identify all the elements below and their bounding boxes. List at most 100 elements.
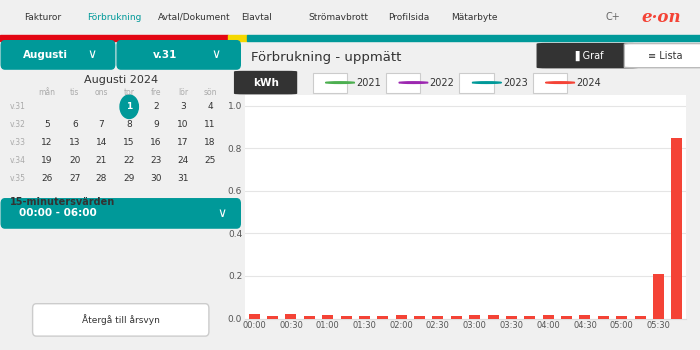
Bar — [313, 72, 347, 93]
Text: 25: 25 — [204, 156, 216, 165]
Text: Augusti 2024: Augusti 2024 — [84, 75, 158, 85]
Text: 10: 10 — [177, 120, 189, 129]
Text: Mätarbyte: Mätarbyte — [452, 13, 498, 22]
Text: 7: 7 — [99, 120, 104, 129]
Text: 5: 5 — [44, 120, 50, 129]
Text: Avtal/Dokument: Avtal/Dokument — [158, 13, 230, 22]
FancyBboxPatch shape — [537, 44, 638, 68]
Text: Strömavbrott: Strömavbrott — [308, 13, 368, 22]
Text: 17: 17 — [177, 138, 189, 147]
Text: v.34: v.34 — [10, 156, 26, 165]
Bar — [487, 315, 498, 319]
Text: 30: 30 — [150, 174, 162, 183]
Text: 00:00 - 06:00: 00:00 - 06:00 — [20, 208, 97, 218]
Bar — [267, 316, 278, 319]
Text: ▐ Graf: ▐ Graf — [573, 50, 604, 61]
Text: 11: 11 — [204, 120, 216, 129]
Text: 21: 21 — [96, 156, 107, 165]
Text: Elavtal: Elavtal — [241, 13, 272, 22]
Bar — [671, 138, 682, 318]
Text: ∨: ∨ — [88, 48, 97, 61]
Text: Förbrukning - uppmätt: Förbrukning - uppmätt — [251, 51, 401, 64]
Text: 1: 1 — [126, 102, 132, 111]
Text: v.35: v.35 — [10, 174, 26, 183]
Circle shape — [326, 82, 355, 83]
Text: v.33: v.33 — [10, 138, 26, 147]
Bar — [228, 35, 247, 41]
Bar — [247, 35, 700, 41]
Text: 2022: 2022 — [430, 78, 454, 88]
Bar — [459, 72, 494, 93]
Text: 29: 29 — [123, 174, 135, 183]
Text: v.31: v.31 — [153, 50, 177, 60]
Text: 12: 12 — [41, 138, 52, 147]
Text: kWh: kWh — [253, 78, 279, 88]
FancyBboxPatch shape — [234, 71, 297, 94]
Bar — [395, 315, 407, 319]
Bar — [561, 316, 572, 319]
Bar — [0, 35, 228, 41]
Bar — [542, 315, 554, 319]
Bar — [340, 316, 351, 318]
Text: 24: 24 — [177, 156, 189, 165]
Text: ons: ons — [94, 88, 108, 97]
Text: 9: 9 — [153, 120, 159, 129]
FancyBboxPatch shape — [624, 44, 700, 68]
Text: v.31: v.31 — [10, 102, 26, 111]
Text: 22: 22 — [124, 156, 135, 165]
Text: 4: 4 — [207, 102, 213, 111]
Text: 15: 15 — [123, 138, 135, 147]
Text: fre: fre — [150, 88, 161, 97]
Bar — [286, 314, 296, 318]
Text: 6: 6 — [72, 120, 78, 129]
Text: 26: 26 — [41, 174, 52, 183]
Text: 2: 2 — [153, 102, 159, 111]
Bar — [469, 315, 480, 318]
Text: 2021: 2021 — [356, 78, 381, 88]
Text: Augusti: Augusti — [22, 50, 68, 60]
Text: 2023: 2023 — [503, 78, 528, 88]
Bar — [580, 315, 590, 319]
Text: v.32: v.32 — [10, 120, 26, 129]
Bar — [451, 316, 462, 318]
Text: 18: 18 — [204, 138, 216, 147]
Bar — [533, 72, 567, 93]
Bar — [322, 315, 333, 319]
Text: 3: 3 — [180, 102, 186, 111]
Text: 2024: 2024 — [576, 78, 601, 88]
Bar — [506, 316, 517, 319]
Text: 8: 8 — [126, 120, 132, 129]
Circle shape — [120, 95, 139, 118]
Text: Fakturor: Fakturor — [25, 13, 62, 22]
Text: 20: 20 — [69, 156, 80, 165]
Bar — [386, 72, 420, 93]
FancyBboxPatch shape — [1, 199, 240, 228]
Bar — [598, 316, 609, 318]
Bar — [377, 316, 388, 318]
Text: sön: sön — [204, 88, 217, 97]
Text: 15-minutersvärden: 15-minutersvärden — [10, 197, 115, 207]
Bar — [359, 316, 370, 319]
Circle shape — [472, 82, 501, 83]
Text: 13: 13 — [69, 138, 80, 147]
Circle shape — [545, 82, 575, 83]
Text: ≡ Lista: ≡ Lista — [648, 51, 683, 61]
Text: 28: 28 — [96, 174, 107, 183]
Text: 31: 31 — [177, 174, 189, 183]
Text: ∨: ∨ — [211, 48, 220, 61]
Bar — [634, 316, 645, 319]
FancyBboxPatch shape — [33, 304, 209, 336]
Bar — [524, 316, 536, 318]
Text: 14: 14 — [96, 138, 107, 147]
Text: 19: 19 — [41, 156, 52, 165]
Text: ∨: ∨ — [218, 207, 227, 220]
Text: 23: 23 — [150, 156, 162, 165]
Bar — [616, 316, 627, 319]
Text: C+: C+ — [605, 13, 620, 22]
Bar — [653, 274, 664, 318]
Text: Profilsida: Profilsida — [389, 13, 430, 22]
Circle shape — [399, 82, 428, 83]
FancyBboxPatch shape — [117, 41, 240, 69]
FancyBboxPatch shape — [1, 41, 115, 69]
Text: lör: lör — [178, 88, 188, 97]
